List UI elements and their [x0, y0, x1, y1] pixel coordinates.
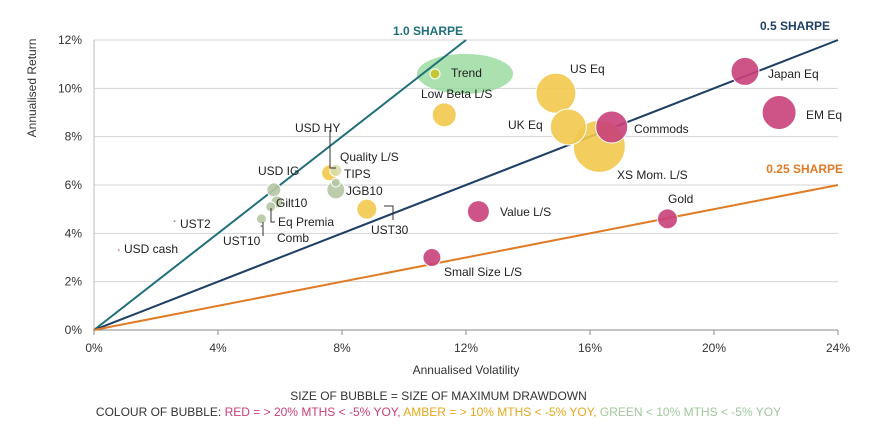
tick-labels: 0% 2% 4% 6% 8% 10% 12% 0% 4% 8% 12% 16% 20% 24% [58, 33, 850, 355]
bubble-label: Eq Premia [278, 215, 334, 229]
leader-line [329, 130, 336, 169]
x-tick-label: 16% [578, 341, 602, 355]
bubble-label: Quality L/S [340, 150, 399, 164]
y-tick-label: 10% [58, 81, 82, 95]
bubble [595, 110, 629, 144]
bubble-label: Gilt10 [276, 196, 308, 210]
sharpe-label: 0.25 SHARPE [766, 162, 843, 176]
x-axis-label: Annualised Volatility [413, 363, 520, 377]
bubble [657, 208, 678, 230]
bubble [761, 95, 797, 130]
bubble [356, 198, 378, 220]
bubble [431, 102, 457, 128]
footer-size-note: SIZE OF BUBBLE = SIZE OF MAXIMUM DRAWDOW… [290, 389, 587, 403]
bubble-label: Gold [668, 192, 693, 206]
bubble-label: USD HY [295, 121, 340, 135]
leader-line [384, 205, 394, 220]
bubble [422, 248, 442, 267]
sharpe-line [93, 39, 839, 331]
bubble-label: Japan Eq [768, 67, 819, 81]
bubble-label: UK Eq [508, 118, 543, 132]
trend-highlight [417, 53, 513, 94]
sharpe-label: 1.0 SHARPE [393, 24, 463, 38]
bubble-label: UST10 [223, 234, 261, 248]
sharpe-label: 0.5 SHARPE [760, 19, 830, 33]
bubble [329, 164, 343, 177]
bubble [255, 213, 267, 225]
footer-colour-note: COLOUR OF BUBBLE: RED = > 20% MTHS < -5%… [0, 405, 877, 419]
bubble-label: Low Beta L/S [421, 87, 492, 101]
bubble-label: Trend [451, 66, 482, 80]
y-tick-label: 4% [65, 226, 83, 240]
x-tick-label: 0% [85, 341, 103, 355]
bubble [259, 224, 264, 229]
bubble [429, 68, 441, 80]
bubble-label: UST30 [371, 223, 409, 237]
bubble [330, 177, 341, 188]
footer-green-note: GREEN < 10% MTHS < -5% YOY [599, 405, 782, 419]
bubble-label: USD cash [124, 242, 178, 256]
x-tick-label: 24% [826, 341, 850, 355]
bubble-label: USD IG [258, 164, 299, 178]
bubble [730, 56, 760, 86]
bubbles [116, 56, 797, 267]
bubble [266, 182, 282, 198]
bubble-label: Small Size L/S [444, 265, 522, 279]
sharpe-line [93, 184, 839, 331]
axes [93, 40, 839, 335]
y-tick-label: 12% [58, 33, 82, 47]
sharpe-line [93, 39, 467, 331]
y-tick-label: 6% [65, 178, 83, 192]
bubble [116, 248, 121, 253]
bubble-label: XS Mom. L/S [617, 168, 688, 182]
bubble-label: EM Eq [806, 108, 842, 122]
bubble-labels: Trend US Eq Japan Eq Low Beta L/S UK Eq Commo… [124, 62, 842, 279]
footer-colour-prefix: COLOUR OF BUBBLE: [95, 405, 225, 419]
x-tick-label: 8% [333, 341, 351, 355]
bubble-label: UST2 [180, 217, 211, 231]
highlight-layer [417, 53, 513, 94]
y-tick-label: 2% [65, 275, 83, 289]
x-tick-label: 4% [209, 341, 227, 355]
footer-red-note: RED = > 20% MTHS < -5% YOY, [224, 405, 401, 419]
bubble-label: TIPS [344, 167, 371, 181]
bubble [549, 108, 587, 146]
x-tick-label: 12% [454, 341, 478, 355]
bubble-label: Comb [277, 231, 309, 245]
bubble [466, 200, 490, 224]
leader-line [270, 208, 275, 223]
sharpe-lines: 1.0 SHARPE 0.5 SHARPE 0.25 SHARPE [93, 19, 843, 331]
bubble-label: Commods [634, 122, 689, 136]
bubble [172, 219, 177, 224]
footer-amber-note: AMBER = > 10% MTHS < -5% YOY, [403, 405, 597, 419]
y-tick-label: 0% [65, 323, 83, 337]
bubble-label: US Eq [570, 62, 605, 76]
bubble-label: JGB10 [346, 184, 383, 198]
bubble-label: Value L/S [500, 205, 551, 219]
y-tick-label: 8% [65, 130, 83, 144]
y-axis-label: Annualised Return [25, 39, 39, 138]
leader-lines [262, 130, 394, 236]
x-tick-label: 20% [702, 341, 726, 355]
bubble [535, 72, 577, 114]
